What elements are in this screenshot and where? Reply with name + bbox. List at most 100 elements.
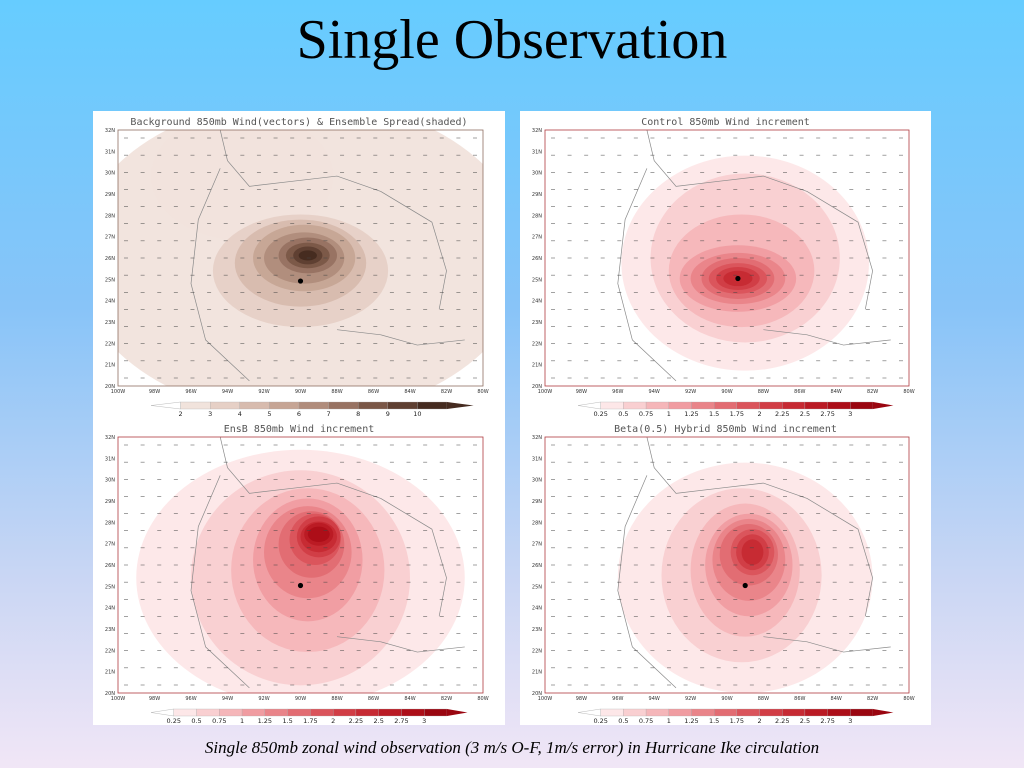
observation-point — [297, 278, 304, 284]
lon-tick-label: 90W — [721, 696, 732, 702]
lon-tick-label: 96W — [612, 696, 623, 702]
panel-title: Beta(0.5) Hybrid 850mb Wind increment — [614, 424, 837, 435]
colorbar-segment — [645, 401, 669, 410]
coastline — [617, 437, 891, 689]
colorbar-lower-arrow — [577, 708, 601, 717]
colorbar-label: 1.5 — [709, 717, 719, 725]
colorbar-upper-arrow — [873, 709, 894, 716]
colorbar-label: 2.5 — [800, 410, 810, 418]
lon-tick-label: 98W — [576, 389, 587, 395]
lat-tick-label: 26N — [105, 563, 115, 569]
map-frame — [117, 129, 484, 387]
lat-tick-label: 21N — [105, 363, 115, 369]
lat-tick-label: 24N — [532, 299, 542, 305]
colorbar-upper-arrow — [873, 402, 894, 409]
lat-tick-label: 29N — [105, 499, 115, 505]
lat-tick-label: 29N — [105, 192, 115, 198]
colorbar-label: 2.25 — [775, 717, 789, 725]
colorbar-segment — [759, 401, 783, 410]
lat-tick-label: 20N — [105, 384, 115, 390]
lat-tick-label: 23N — [532, 320, 542, 326]
lon-tick-label: 96W — [185, 389, 196, 395]
lon-tick-label: 90W — [295, 389, 306, 395]
colorbar-label: 1 — [667, 410, 671, 418]
panel-title: Background 850mb Wind(vectors) & Ensembl… — [130, 117, 468, 128]
colorbar-label: 0.75 — [639, 717, 653, 725]
colorbar-label: 2.5 — [800, 717, 810, 725]
colorbar-label: 2 — [757, 717, 761, 725]
colorbar-segment — [328, 401, 359, 410]
lat-tick-label: 30N — [532, 478, 542, 484]
slide-title: Single Observation — [296, 9, 728, 71]
lat-tick-label: 22N — [105, 341, 115, 347]
lon-tick-label: 96W — [185, 696, 196, 702]
lat-tick-label: 28N — [105, 213, 115, 219]
colorbar-label: 1 — [240, 717, 244, 725]
panel-title: EnsB 850mb Wind increment — [223, 424, 375, 435]
colorbar-lower-arrow — [150, 401, 181, 410]
lon-tick-label: 94W — [222, 389, 233, 395]
colorbar-label: 6 — [297, 410, 301, 418]
lat-tick-label: 25N — [105, 277, 115, 283]
colorbar-segment — [173, 708, 197, 717]
colorbar-segment — [645, 708, 669, 717]
colorbar-segment — [782, 708, 806, 717]
colorbar-segment — [219, 708, 243, 717]
colorbar-label: 2.75 — [394, 717, 408, 725]
lon-tick-label: 86W — [794, 389, 805, 395]
lon-tick-label: 84W — [831, 389, 842, 395]
lat-tick-label: 28N — [532, 520, 542, 526]
colorbar-label: 0.25 — [167, 717, 181, 725]
lat-tick-label: 26N — [105, 256, 115, 262]
colorbar-segment — [210, 401, 240, 410]
shading-contour — [741, 539, 764, 565]
colorbar-segment — [378, 708, 402, 717]
lat-tick-label: 32N — [105, 128, 115, 134]
colorbar-segment — [736, 401, 760, 410]
colorbar-label: 9 — [386, 410, 390, 418]
lon-tick-label: 92W — [685, 389, 696, 395]
lat-tick-label: 22N — [532, 648, 542, 654]
background-spread-panel: 32N 31N 30N 29N 28N 27N 26N 25N 24N 23N 22N 21N 20N 1… — [93, 111, 505, 418]
colorbar-label: 0.5 — [618, 410, 628, 418]
lon-tick-label: 100W — [111, 389, 126, 395]
colorbar-segment — [196, 708, 220, 717]
colorbar-segment — [623, 708, 647, 717]
colorbar-label: 3 — [848, 717, 852, 725]
lat-tick-label: 22N — [105, 648, 115, 654]
lat-tick-label: 26N — [532, 563, 542, 569]
lat-tick-label: 22N — [532, 341, 542, 347]
lat-tick-label: 28N — [532, 213, 542, 219]
colorbar-label: 0.5 — [618, 717, 628, 725]
lat-tick-label: 21N — [532, 363, 542, 369]
lat-tick-label: 23N — [532, 627, 542, 633]
colorbar-label: 2 — [179, 410, 183, 418]
observation-point — [735, 275, 741, 282]
lat-tick-label: 27N — [532, 235, 542, 241]
lat-tick-label: 32N — [532, 128, 542, 134]
colorbar-label: 10 — [413, 410, 421, 418]
lat-tick-label: 27N — [105, 542, 115, 548]
lon-tick-label: 88W — [758, 389, 769, 395]
colorbar-segment — [239, 401, 270, 410]
colorbar-segment — [417, 401, 448, 410]
lat-tick-label: 30N — [105, 478, 115, 484]
colorbar-label: 0.75 — [639, 410, 653, 418]
coastline — [190, 437, 465, 689]
colorbar-segment — [241, 708, 265, 717]
shading-contour — [298, 250, 317, 261]
colorbar-segment — [264, 708, 288, 717]
colorbar-label: 3 — [208, 410, 212, 418]
lat-tick-label: 20N — [105, 691, 115, 697]
colorbar-segment — [668, 401, 692, 410]
colorbar-label: 2 — [331, 717, 335, 725]
colorbar-label: 7 — [327, 410, 331, 418]
colorbar-segment — [287, 708, 311, 717]
colorbar-label: 1.5 — [282, 717, 292, 725]
lat-tick-label: 31N — [532, 456, 542, 462]
colorbar-label: 1.75 — [730, 717, 744, 725]
map-frame — [544, 436, 910, 694]
colorbar-segment — [600, 401, 624, 410]
lat-tick-label: 32N — [532, 435, 542, 441]
colorbar-segment — [387, 401, 418, 410]
